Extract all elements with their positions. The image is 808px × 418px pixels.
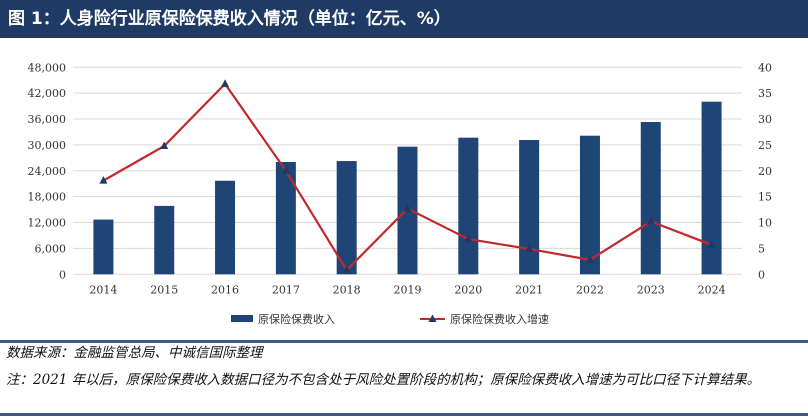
y-right-tick-label: 10 xyxy=(758,217,772,230)
x-tick-label: 2017 xyxy=(272,283,300,296)
line-marker xyxy=(525,244,534,252)
bar xyxy=(336,161,357,275)
bar xyxy=(215,180,236,275)
y-left-tick-label: 30,000 xyxy=(28,139,67,152)
y-right-tick-label: 30 xyxy=(758,113,772,126)
x-tick-label: 2020 xyxy=(454,283,482,296)
legend-label-bar: 原保险保费收入 xyxy=(258,312,335,326)
line-marker xyxy=(342,265,351,274)
footnote: 注：2021 年以后，原保险保费收入数据口径为不包含处于风险处置阶段的机构；原保… xyxy=(6,372,761,388)
y-right-tick-label: 5 xyxy=(758,242,765,255)
legend-label-line: 原保险保费收入增速 xyxy=(450,312,549,326)
y-left-tick-label: 48,000 xyxy=(28,61,67,74)
line-marker xyxy=(99,176,108,184)
bar xyxy=(640,122,661,275)
x-tick-label: 2018 xyxy=(333,283,361,296)
bar xyxy=(275,162,296,275)
y-right-tick-label: 20 xyxy=(758,165,772,178)
y-left-tick-label: 0 xyxy=(59,268,66,281)
bar xyxy=(154,205,175,275)
x-tick-label: 2023 xyxy=(637,283,665,296)
x-tick-label: 2021 xyxy=(515,283,543,296)
x-tick-label: 2014 xyxy=(89,283,117,296)
chart: 0 6,000 12,000 18,000 24,000 30,000 36,000 42,0… xyxy=(28,61,773,326)
x-tick-label: 2015 xyxy=(150,283,178,296)
line-marker xyxy=(403,204,412,212)
y-left-tick-label: 42,000 xyxy=(28,87,67,100)
bar xyxy=(458,137,479,275)
legend-swatch-bar xyxy=(231,315,253,322)
y-left-tick-label: 24,000 xyxy=(28,165,67,178)
y-right-tick-label: 15 xyxy=(758,191,772,204)
x-tick-label: 2022 xyxy=(576,283,604,296)
line-marker xyxy=(585,255,594,263)
line-marker xyxy=(221,79,230,87)
y-right-tick-label: 35 xyxy=(758,87,772,100)
y-right-tick-label: 0 xyxy=(758,268,765,281)
figure-title: 图 1：人身险行业原保险保费收入情况（单位：亿元、%） xyxy=(0,0,808,38)
x-tick-label: 2019 xyxy=(394,283,422,296)
divider-bottom xyxy=(0,413,808,416)
line-marker xyxy=(160,141,169,149)
y-left-tick-label: 12,000 xyxy=(28,217,67,230)
line-marker xyxy=(646,217,655,225)
legend-marker xyxy=(428,314,437,322)
line-marker xyxy=(707,240,716,248)
divider xyxy=(0,340,808,343)
x-tick-label: 2024 xyxy=(698,283,726,296)
bar xyxy=(579,135,600,275)
y-left-tick-label: 6,000 xyxy=(35,242,67,255)
x-tick-label: 2016 xyxy=(211,283,239,296)
bar xyxy=(93,219,114,275)
y-right-tick-label: 25 xyxy=(758,139,772,152)
bar xyxy=(519,140,540,275)
y-right-tick-label: 40 xyxy=(758,61,772,74)
line-marker xyxy=(464,234,473,243)
source-note: 数据来源：金融监管总局、中诚信国际整理 xyxy=(6,345,263,361)
y-left-tick-label: 18,000 xyxy=(28,191,67,204)
line-marker xyxy=(281,166,290,174)
bar xyxy=(701,101,722,275)
y-left-tick-label: 36,000 xyxy=(28,113,67,126)
